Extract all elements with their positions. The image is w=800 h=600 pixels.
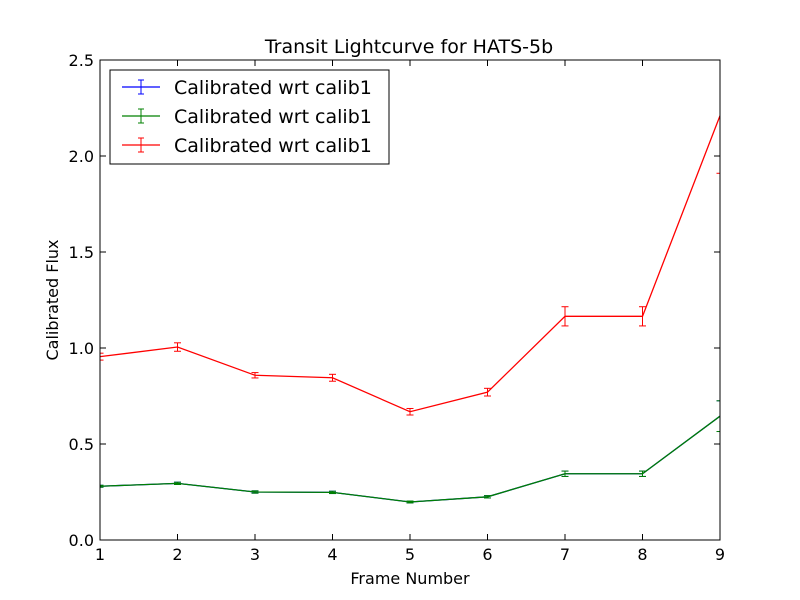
- series-0: [100, 400, 720, 504]
- y-tick-label: 1.0: [69, 339, 94, 358]
- chart-title: Transit Lightcurve for HATS-5b: [264, 36, 553, 58]
- legend-label: Calibrated wrt calib1: [174, 135, 372, 157]
- error-bar: [716, 60, 720, 174]
- x-axis-label: Frame Number: [350, 569, 470, 588]
- x-tick-label: 1: [95, 545, 105, 564]
- error-bar: [251, 490, 259, 494]
- error-bar: [406, 500, 414, 504]
- x-tick-label: 3: [250, 545, 260, 564]
- plot-area: [100, 60, 720, 504]
- y-tick-label: 0.5: [69, 435, 94, 454]
- x-tick-label: 2: [172, 545, 182, 564]
- x-tick-label: 5: [405, 545, 415, 564]
- x-tick-label: 9: [715, 545, 725, 564]
- error-bar: [484, 495, 491, 499]
- error-bar: [406, 407, 414, 416]
- error-bar: [561, 306, 569, 327]
- error-bar: [100, 352, 104, 361]
- y-tick-label: 2.5: [69, 51, 94, 70]
- error-bar: [329, 373, 336, 382]
- legend-item: Calibrated wrt calib1: [122, 77, 372, 99]
- error-bar: [329, 490, 336, 495]
- series-line: [100, 415, 720, 503]
- legend: Calibrated wrt calib1 Calibrated wrt cali…: [109, 69, 390, 165]
- error-bar: [174, 342, 181, 352]
- error-bar: [174, 481, 181, 486]
- error-bar: [639, 306, 646, 327]
- legend-box: [109, 69, 390, 165]
- error-bar: [561, 470, 569, 477]
- legend-label: Calibrated wrt calib1: [174, 106, 372, 128]
- y-tick-label: 2.0: [69, 147, 94, 166]
- series-2: [100, 60, 720, 416]
- x-tick-label: 4: [327, 545, 337, 564]
- y-tick-label: 1.5: [69, 243, 94, 262]
- error-bar: [716, 400, 720, 433]
- error-bar: [639, 470, 646, 477]
- legend-item: Calibrated wrt calib1: [122, 135, 372, 157]
- error-bar: [100, 484, 104, 488]
- axis-ticks: 1 2 3 4 5 6 7 8 9 0.0 0.5 1.0 1.5 2.0 2.5: [69, 51, 726, 564]
- series-1: [100, 400, 720, 504]
- legend-label: Calibrated wrt calib1: [174, 77, 372, 99]
- y-tick-label: 0.0: [69, 531, 94, 550]
- x-tick-label: 6: [482, 545, 492, 564]
- error-bar: [251, 372, 259, 379]
- legend-item: Calibrated wrt calib1: [122, 106, 372, 128]
- error-bar: [484, 387, 491, 397]
- x-tick-label: 7: [560, 545, 570, 564]
- series-line: [100, 415, 720, 503]
- y-axis-label: Calibrated Flux: [43, 239, 62, 360]
- x-tick-label: 8: [637, 545, 647, 564]
